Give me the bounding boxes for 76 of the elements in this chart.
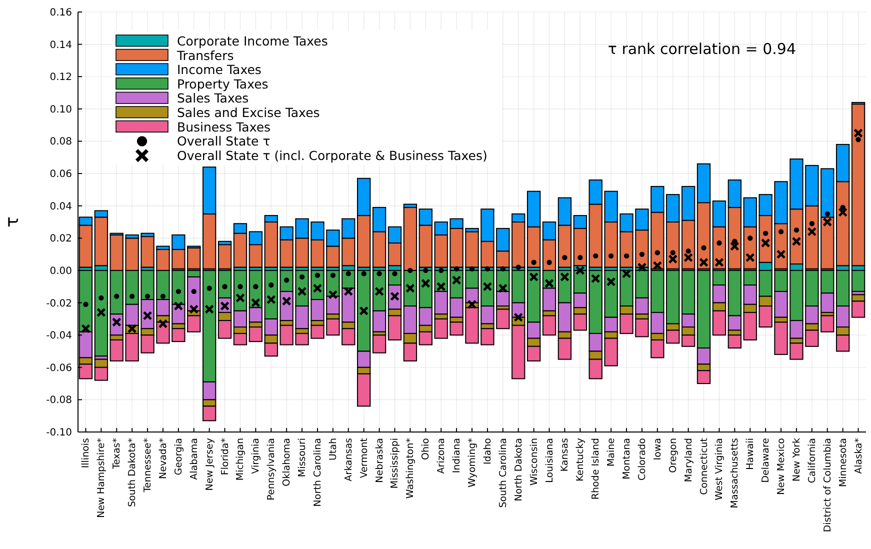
y-tick-label: 0.14 bbox=[50, 40, 72, 51]
x-tick-label: South Dakota* bbox=[127, 438, 138, 508]
x-tick-label: Kentucky bbox=[575, 438, 586, 482]
y-tick-label: 0.04 bbox=[50, 201, 72, 212]
x-tick-label: Massachusetts bbox=[730, 438, 741, 508]
x-tick-label: Florida* bbox=[220, 438, 231, 476]
y-tick-label: -0.10 bbox=[46, 428, 72, 438]
x-tick-label: Tennessee* bbox=[142, 438, 154, 494]
legend-label: Sales Taxes bbox=[177, 90, 249, 106]
x-tick-label: Rhode Island bbox=[590, 438, 602, 500]
y-tick-label: -0.08 bbox=[46, 395, 72, 406]
x-tick-label: North Dakota bbox=[513, 438, 524, 502]
x-tick-label: Nebraska bbox=[374, 438, 386, 483]
x-tick-label: Georgia bbox=[173, 438, 184, 476]
y-axis-title: τ bbox=[2, 216, 23, 228]
y-tick-label: 0.06 bbox=[50, 169, 72, 180]
x-tick-label: New York bbox=[791, 438, 802, 482]
legend-label: Overall State τ bbox=[177, 134, 270, 149]
y-tick-label: 0.16 bbox=[50, 8, 72, 18]
x-tick-label: Maine bbox=[606, 438, 618, 467]
legend-label: Corporate Income Taxes bbox=[177, 34, 328, 49]
y-tick-label: 0.00 bbox=[50, 266, 72, 277]
x-tick-label: Nevada* bbox=[158, 438, 169, 479]
y-tick-label: -0.04 bbox=[46, 330, 72, 342]
x-tick-label: Minnesota bbox=[838, 438, 849, 488]
x-tick-label: Texas* bbox=[112, 438, 123, 470]
x-tick-label: Virginia bbox=[250, 438, 262, 474]
x-tick-label: Vermont bbox=[358, 438, 370, 478]
y-tick-label: 0.02 bbox=[50, 234, 72, 245]
y-tick-label: -0.02 bbox=[46, 298, 72, 310]
y-tick-label: 0.12 bbox=[50, 72, 72, 84]
x-tick-label: Washington* bbox=[405, 438, 416, 499]
x-tick-label: Illinois bbox=[80, 438, 92, 468]
x-tick-label: New Mexico bbox=[776, 438, 788, 495]
x-tick-label: Arkansas bbox=[343, 438, 354, 482]
x-tick-label: Louisiana bbox=[544, 438, 556, 483]
x-tick-label: Wisconsin bbox=[528, 438, 540, 486]
x-tick-label: Alaska* bbox=[853, 438, 864, 474]
x-tick-label: Iowa bbox=[652, 438, 664, 460]
x-tick-label: District of Columbia bbox=[822, 438, 834, 532]
x-tick-label: Mississippi bbox=[390, 438, 401, 489]
x-tick-label: Pennsylvania bbox=[266, 438, 278, 500]
x-tick-label: Utah bbox=[328, 438, 339, 461]
annotation: τ rank correlation = 0.94 bbox=[608, 40, 796, 58]
x-tick-label: Wyoming* bbox=[467, 438, 478, 488]
legend-label: Business Taxes bbox=[177, 119, 271, 134]
legend-label: Property Taxes bbox=[177, 76, 268, 92]
x-tick-label: Montana bbox=[622, 438, 633, 480]
x-tick-label: Colorado bbox=[636, 438, 648, 480]
legend-label: Overall State τ (incl. Corporate & Business Taxes) bbox=[177, 148, 488, 163]
x-tick-label: Delaware bbox=[760, 438, 772, 483]
y-tick-label: -0.06 bbox=[46, 362, 72, 374]
x-tick-label: Oregon bbox=[668, 438, 679, 473]
x-tick-label: Michigan bbox=[235, 438, 246, 481]
x-tick-label: New Hampshire* bbox=[96, 438, 108, 518]
x-tick-label: Connecticut bbox=[698, 438, 710, 495]
x-tick-label: Arizona bbox=[436, 438, 448, 474]
x-tick-label: Kansas bbox=[560, 438, 571, 472]
x-tick-label: West Virginia bbox=[714, 438, 726, 500]
legend-label: Sales and Excise Taxes bbox=[177, 105, 320, 120]
x-tick-label: Indiana bbox=[452, 438, 463, 474]
x-tick-label: Ohio bbox=[420, 438, 432, 460]
legend-label: Transfers bbox=[176, 48, 234, 63]
legend-label: Income Taxes bbox=[177, 62, 262, 78]
x-tick-label: South Carolina bbox=[498, 438, 509, 508]
y-tick-label: 0.10 bbox=[50, 104, 72, 116]
x-tick-label: New Jersey bbox=[204, 438, 216, 491]
x-tick-label: California bbox=[806, 438, 818, 484]
x-tick-label: North Carolina bbox=[312, 438, 324, 507]
x-tick-label: Missouri bbox=[297, 438, 308, 478]
x-tick-label: Hawaii bbox=[745, 438, 756, 470]
x-tick-label: Alabama bbox=[188, 438, 200, 480]
x-tick-label: Maryland bbox=[683, 438, 694, 482]
y-tick-label: 0.08 bbox=[50, 136, 72, 148]
x-tick-label: Oklahoma bbox=[282, 438, 293, 486]
x-tick-label: Idaho bbox=[482, 438, 494, 464]
